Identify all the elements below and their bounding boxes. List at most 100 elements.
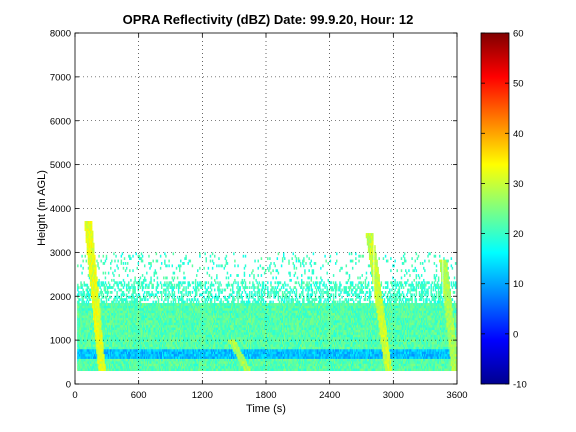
reflectivity-cell (162, 348, 164, 352)
reflectivity-cell (90, 257, 93, 261)
reflectivity-cell (135, 327, 137, 330)
reflectivity-cell (165, 295, 167, 299)
reflectivity-cell (94, 269, 96, 273)
reflectivity-cell (125, 319, 128, 323)
reflectivity-cell (114, 288, 116, 292)
reflectivity-cell (145, 286, 147, 289)
reflectivity-cell (116, 281, 118, 285)
reflectivity-cell (81, 312, 83, 316)
reflectivity-cell (224, 257, 227, 261)
reflectivity-cell (122, 348, 125, 352)
reflectivity-cell (124, 358, 127, 362)
reflectivity-cell (139, 353, 142, 357)
reflectivity-cell (125, 286, 128, 289)
reflectivity-cell (153, 303, 155, 306)
reflectivity-cell (116, 344, 118, 347)
reflectivity-cell (147, 356, 149, 359)
reflectivity-cell (156, 315, 159, 318)
reflectivity-cell (160, 283, 163, 287)
reflectivity-cell (131, 360, 133, 364)
reflectivity-cell (147, 344, 149, 347)
reflectivity-cell (154, 358, 157, 362)
reflectivity-cell (107, 346, 110, 350)
reflectivity-cell (131, 358, 133, 362)
reflectivity-cell (157, 329, 160, 333)
reflectivity-cell (160, 324, 163, 328)
reflectivity-cell (82, 365, 84, 369)
reflectivity-cell (136, 324, 138, 328)
reflectivity-cell (102, 353, 105, 357)
reflectivity-cell (101, 305, 103, 309)
reflectivity-cell (93, 281, 95, 285)
reflectivity-cell (165, 283, 167, 287)
reflectivity-cell (133, 336, 135, 340)
reflectivity-cell (116, 353, 118, 357)
reflectivity-cell (98, 293, 100, 297)
plot-area: 0 600 1200 1800 2400 3000 3600 010002000300040… (50, 29, 468, 402)
reflectivity-cell (150, 341, 152, 345)
reflectivity-cell (148, 283, 150, 287)
reflectivity-cell (96, 259, 98, 263)
reflectivity-cell (139, 298, 142, 302)
reflectivity-cell (157, 322, 160, 326)
reflectivity-cell (158, 327, 161, 330)
reflectivity-cell (113, 363, 115, 367)
reflectivity-cell (97, 298, 99, 302)
reflectivity-cell (163, 305, 165, 309)
reflectivity-cell (100, 346, 102, 350)
reflectivity-cell (95, 266, 97, 270)
reflectivity-cell (86, 252, 89, 256)
reflectivity-cell (137, 327, 140, 330)
reflectivity-cell (201, 286, 203, 289)
reflectivity-cell (149, 365, 151, 369)
reflectivity-cell (104, 356, 107, 359)
reflectivity-cell (135, 346, 137, 350)
reflectivity-cell (157, 307, 160, 311)
reflectivity-cell (89, 247, 92, 251)
reflectivity-cell (142, 360, 145, 364)
reflectivity-cell (214, 254, 216, 258)
reflectivity-cell (87, 257, 90, 261)
reflectivity-cell (136, 341, 138, 345)
reflectivity-cell (107, 348, 110, 352)
reflectivity-cell (120, 259, 123, 263)
reflectivity-cell (116, 310, 118, 314)
reflectivity-cell (83, 360, 85, 364)
reflectivity-cell (107, 298, 110, 302)
reflectivity-cell (77, 305, 79, 309)
reflectivity-cell (94, 307, 96, 311)
reflectivity-cell (89, 288, 92, 292)
reflectivity-cell (115, 295, 117, 299)
reflectivity-cell (96, 319, 98, 323)
reflectivity-cell (171, 276, 174, 280)
reflectivity-cell (119, 317, 122, 321)
reflectivity-cell (87, 230, 90, 234)
reflectivity-cell (137, 339, 140, 343)
reflectivity-cell (112, 303, 114, 306)
reflectivity-cell (130, 310, 132, 314)
reflectivity-cell (86, 303, 89, 306)
reflectivity-cell (149, 368, 151, 372)
reflectivity-cell (131, 298, 133, 302)
reflectivity-cell (91, 266, 94, 270)
reflectivity-cell (106, 307, 109, 311)
reflectivity-cell (115, 317, 117, 321)
reflectivity-cell (154, 351, 157, 355)
reflectivity-cell (83, 319, 85, 323)
reflectivity-cell (132, 329, 134, 333)
reflectivity-cell (96, 322, 98, 326)
reflectivity-cell (116, 358, 118, 362)
reflectivity-cell (98, 363, 100, 367)
reflectivity-cell (90, 307, 93, 311)
reflectivity-cell (151, 356, 153, 359)
reflectivity-cell (94, 310, 96, 314)
reflectivity-cell (89, 293, 92, 297)
reflectivity-cell (104, 351, 107, 355)
reflectivity-cell (110, 286, 112, 289)
reflectivity-cell (96, 324, 98, 328)
reflectivity-cell (143, 358, 146, 362)
reflectivity-cell (116, 336, 118, 340)
reflectivity-cell (87, 295, 90, 299)
reflectivity-cell (83, 363, 85, 367)
reflectivity-cell (102, 358, 105, 362)
